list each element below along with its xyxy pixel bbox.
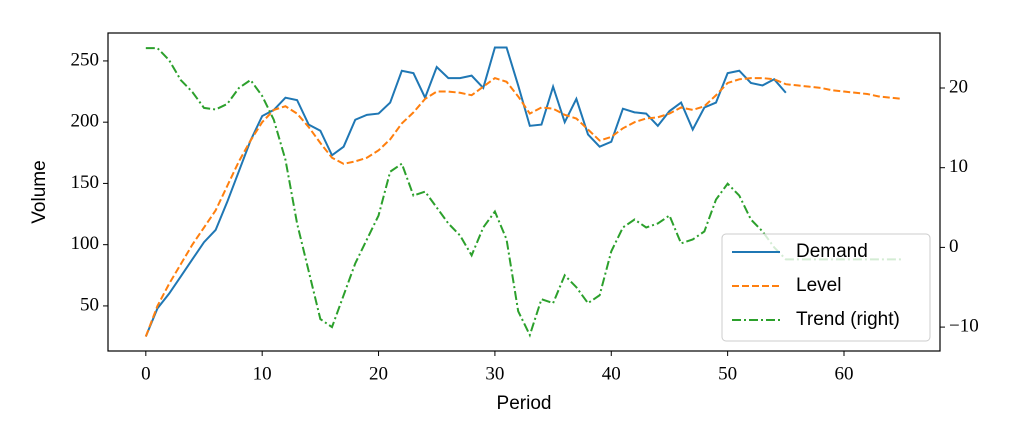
y-tick-label: 200 [71, 111, 100, 132]
x-tick-label: 50 [718, 363, 737, 384]
y-axis-label: Volume [29, 160, 50, 223]
legend-label: Trend (right) [796, 309, 900, 330]
y-tick-label: 250 [71, 49, 100, 70]
legend: Demand Level Trend (right) [721, 233, 931, 342]
y2-tick-label: 20 [949, 76, 968, 97]
plot-frame [107, 32, 941, 352]
y-tick-label: 50 [80, 294, 99, 315]
series-line [144, 76, 903, 337]
y2-tick-label: 10 [949, 156, 968, 177]
x-tick-label: 40 [602, 363, 621, 384]
series-line [144, 46, 787, 337]
x-axis-label: Period [497, 393, 552, 414]
y-tick-label: 150 [71, 172, 100, 193]
x-tick-label: 10 [253, 363, 272, 384]
x-tick-label: 0 [141, 363, 151, 384]
x-tick-label: 30 [485, 363, 504, 384]
legend-box [721, 233, 931, 342]
y-tick-label: 100 [71, 233, 100, 254]
x-tick-label: 20 [369, 363, 388, 384]
y2-tick-label: 0 [949, 236, 959, 257]
x-tick-label: 60 [835, 363, 854, 384]
y2-tick-label: −10 [949, 315, 979, 336]
legend-label: Demand [796, 241, 868, 262]
legend-label: Level [796, 275, 841, 296]
